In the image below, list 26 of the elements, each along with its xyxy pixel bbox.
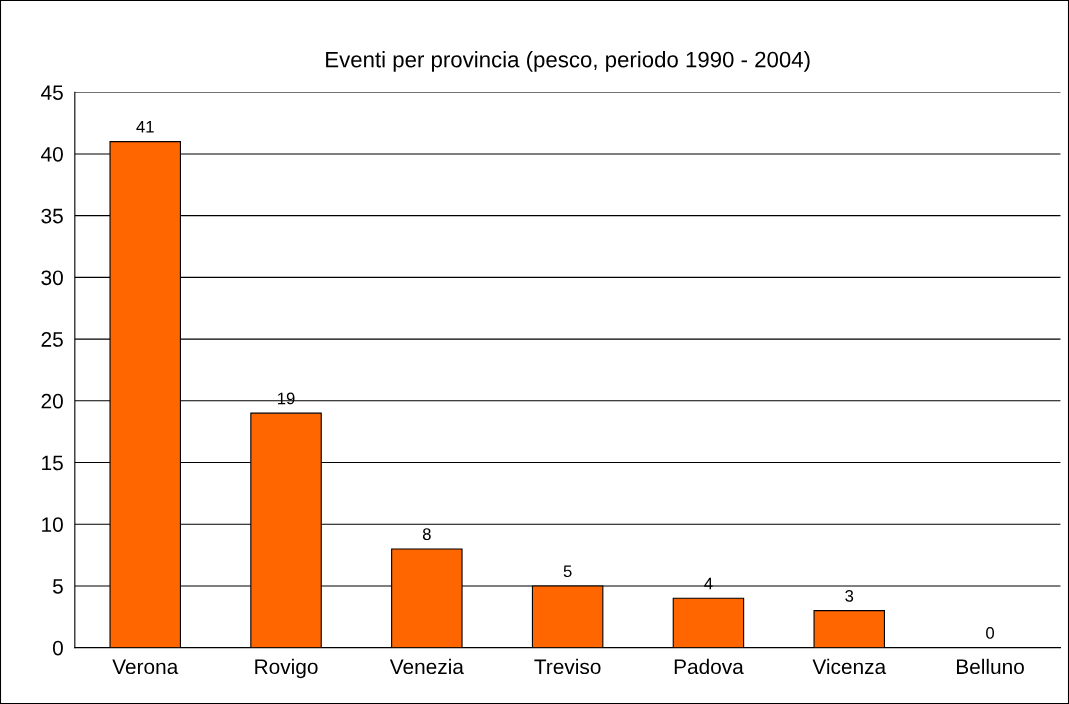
x-tick-label: Padova	[674, 658, 744, 675]
x-tick-label: Belluno	[957, 658, 1024, 675]
data-label: 4	[704, 577, 713, 590]
y-tick-label: 0	[52, 640, 63, 656]
x-tick-label: Rovigo	[255, 658, 318, 679]
data-label: 5	[563, 565, 572, 578]
y-tick-label: 20	[41, 393, 63, 409]
x-tick-label: Vicenza	[812, 658, 887, 675]
y-tick-label: 35	[41, 208, 63, 224]
y-tick-label: 15	[42, 455, 63, 471]
data-label: 3	[845, 590, 854, 602]
y-tick-label: 40	[41, 146, 63, 162]
y-tick-label: 30	[41, 270, 63, 286]
x-tick-label: Treviso	[534, 658, 601, 675]
x-tick-label: Verona	[112, 659, 179, 675]
y-tick-label: 5	[52, 579, 63, 594]
chart-title: Eventi per provincia (pesco, periodo 1990 - 2004)	[326, 51, 810, 72]
y-tick-label: 10	[42, 517, 63, 532]
data-label: 0	[986, 627, 995, 639]
y-tick-label: 45	[41, 85, 63, 100]
bar	[672, 597, 745, 648]
bar	[813, 610, 885, 648]
data-label: 41	[136, 121, 154, 133]
x-tick-label: Venezia	[389, 658, 464, 675]
y-tick-label: 25	[41, 332, 63, 347]
data-label: 8	[422, 528, 431, 541]
